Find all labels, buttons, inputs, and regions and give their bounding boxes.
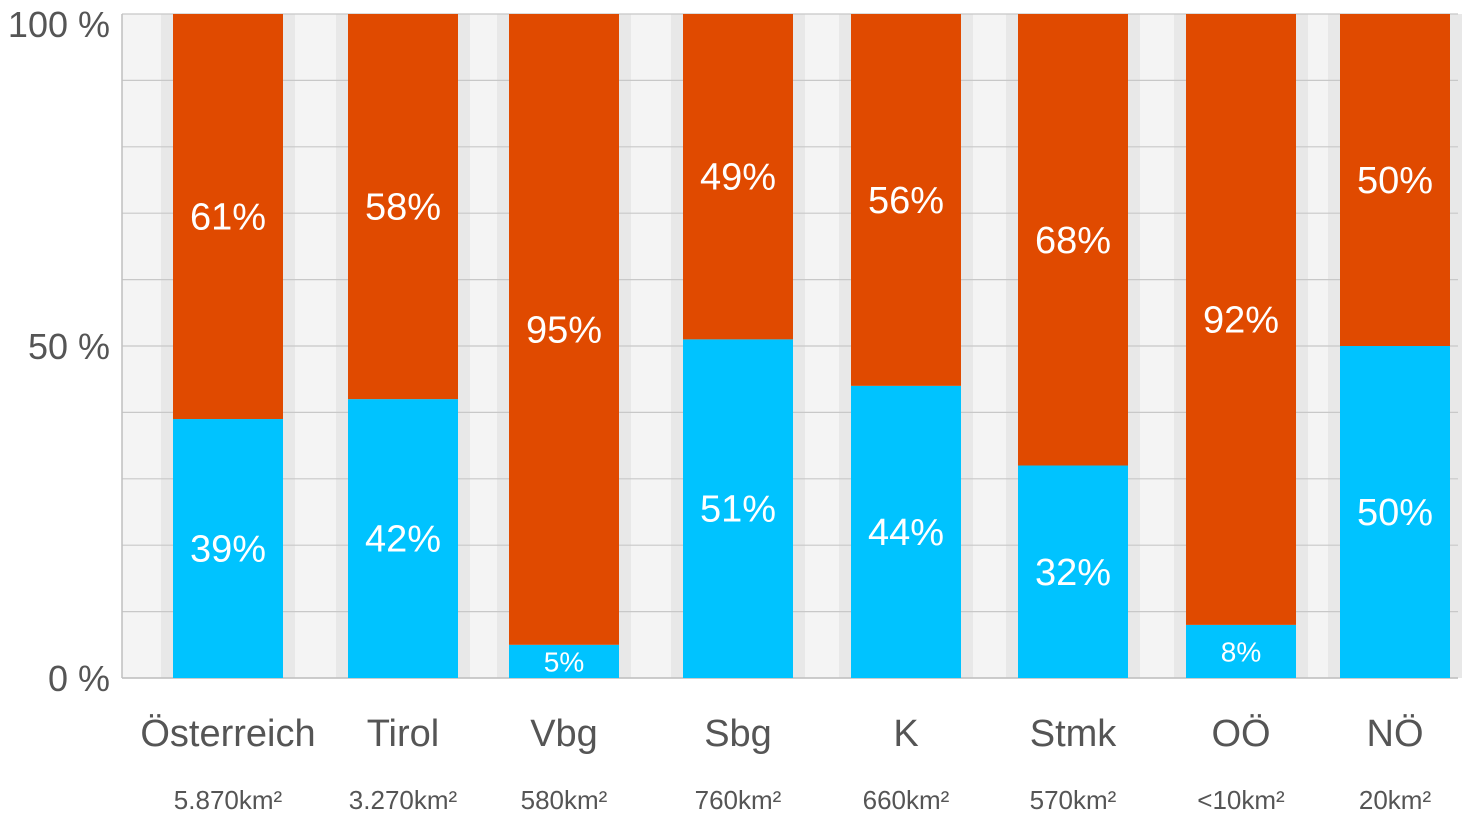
x-category-label: Vbg <box>530 713 598 755</box>
bar-segment-top <box>1186 14 1296 625</box>
segment-label: 92% <box>1203 299 1279 341</box>
segment-labels: 39% 61% 42% 58% 5% 95% 51% 49% 44% 56% 32% 68% 8% 92%… <box>190 157 1433 678</box>
bar-segment-top <box>851 14 961 386</box>
y-tick-label: 0 % <box>48 658 110 699</box>
x-category-label: Österreich <box>140 713 315 755</box>
segment-label: 56% <box>868 180 944 222</box>
bar-segment-top <box>173 14 283 420</box>
x-category-label: NÖ <box>1367 713 1424 755</box>
segment-label: 51% <box>700 489 776 531</box>
x-category-area: 20km² <box>1359 785 1432 815</box>
bar-segment-top <box>509 14 619 645</box>
bar-segment-bottom <box>1018 465 1128 678</box>
segment-label: 50% <box>1357 160 1433 202</box>
segment-label: 61% <box>190 197 266 239</box>
x-category-area: 570km² <box>1030 785 1117 815</box>
y-axis: 0 % 50 % 100 % <box>8 4 110 699</box>
segment-label: 8% <box>1221 636 1261 667</box>
y-tick-label: 100 % <box>8 4 110 45</box>
segment-label: 95% <box>526 309 602 351</box>
bar-segment-bottom <box>1186 624 1296 678</box>
x-category-label: OÖ <box>1211 713 1270 755</box>
segment-label: 50% <box>1357 492 1433 534</box>
x-category-area: <10km² <box>1197 785 1285 815</box>
x-category-label: Stmk <box>1030 713 1118 755</box>
segment-label: 49% <box>700 157 776 199</box>
x-category-label: K <box>893 713 918 755</box>
bar-segment-bottom <box>173 419 283 678</box>
x-category-area: 3.270km² <box>349 785 458 815</box>
y-tick-label: 50 % <box>28 326 110 367</box>
x-category-label: Tirol <box>367 713 439 755</box>
bar-segment-top <box>348 14 458 400</box>
bar-segment-bottom <box>348 399 458 678</box>
x-category-area: 5.870km² <box>174 785 283 815</box>
x-category-area: 660km² <box>863 785 950 815</box>
bar-segment-top <box>683 14 793 340</box>
bar-segment-top <box>1018 14 1128 466</box>
x-category-area: 760km² <box>695 785 782 815</box>
segment-label: 44% <box>868 512 944 554</box>
bar-segment-bottom <box>509 644 619 678</box>
bars <box>173 14 1450 678</box>
bar-segment-bottom <box>851 385 961 678</box>
x-category-area: 580km² <box>521 785 608 815</box>
segment-label: 39% <box>190 529 266 571</box>
x-category-label: Sbg <box>704 713 772 755</box>
x-axis: Österreich 5.870km² Tirol 3.270km² Vbg 580km²… <box>140 713 1431 815</box>
bar-segment-bottom <box>1340 346 1450 678</box>
segment-label: 32% <box>1035 552 1111 594</box>
segment-label: 5% <box>544 646 584 677</box>
segment-label: 58% <box>365 187 441 229</box>
bar-segment-top <box>1340 14 1450 346</box>
bar-segment-bottom <box>683 339 793 678</box>
segment-label: 42% <box>365 519 441 561</box>
segment-label: 68% <box>1035 220 1111 262</box>
